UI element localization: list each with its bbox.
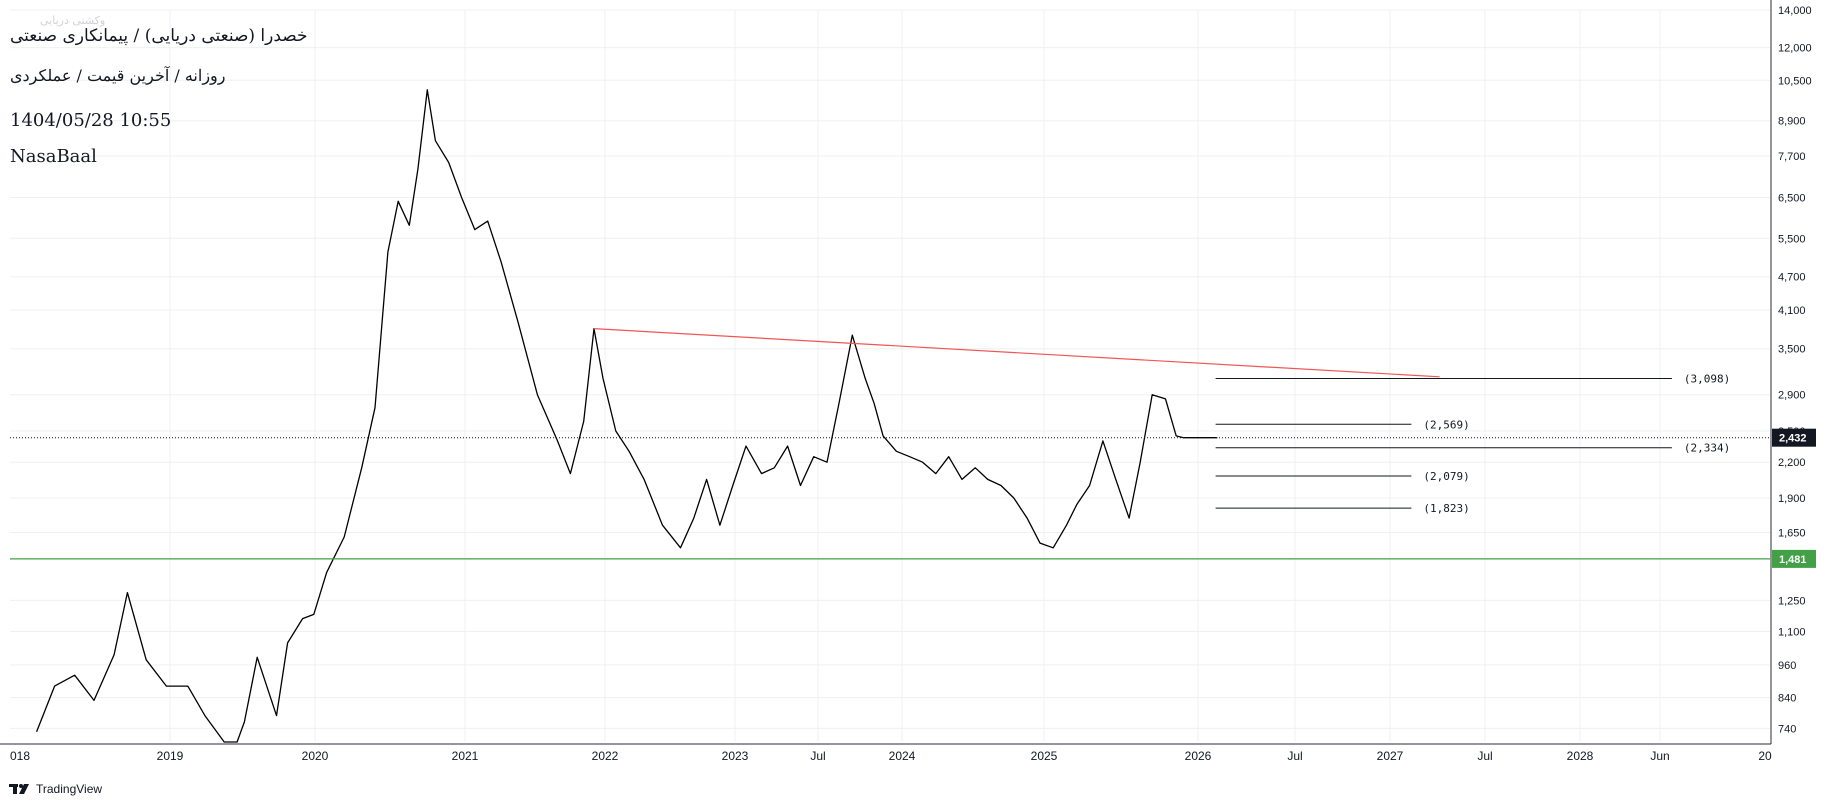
y-tick-label: 8,900 bbox=[1778, 116, 1806, 128]
y-tick-label: 6,500 bbox=[1778, 192, 1806, 204]
x-tick-label: 2025 bbox=[1031, 749, 1058, 763]
snapshot-datetime: 1404/05/28 10:55 bbox=[10, 110, 172, 131]
symbol-title: خصدرا (صنعتی دریایی) / پیمانکاری صنعتی bbox=[10, 26, 308, 46]
price-tag-label: 2,432 bbox=[1779, 433, 1807, 445]
x-tick-label: 018 bbox=[10, 749, 30, 763]
target-level-label: (2,079) bbox=[1423, 470, 1469, 483]
price-series bbox=[35, 89, 1218, 743]
x-tick-label: Jul bbox=[1287, 749, 1302, 763]
symbol-watermark: وکشتی دریایی bbox=[40, 14, 106, 27]
price-tag-label: 1,481 bbox=[1779, 554, 1807, 566]
y-tick-label: 840 bbox=[1778, 692, 1796, 704]
tradingview-logo-icon bbox=[9, 783, 31, 795]
y-tick-label: 10,500 bbox=[1778, 75, 1812, 87]
interval-line: روزانه / آخرین قیمت / عملکردی bbox=[10, 66, 226, 85]
resistance-trendline bbox=[593, 328, 1440, 378]
x-tick-label: 2026 bbox=[1185, 749, 1212, 763]
price-axis[interactable]: 740 840 960 1,100 1,250 1,481 1,650 1,900 2,200 2… bbox=[1770, 0, 1816, 744]
y-tick-label: 1,900 bbox=[1778, 493, 1806, 505]
x-tick-label: 2021 bbox=[452, 749, 479, 763]
author-name: NasaBaal bbox=[10, 146, 97, 167]
y-tick-label: 7,700 bbox=[1778, 151, 1806, 163]
target-level-label: (1,823) bbox=[1423, 502, 1469, 515]
target-level-label: (3,098) bbox=[1684, 373, 1730, 386]
tradingview-label: TradingView bbox=[36, 782, 103, 796]
y-tick-label: 1,250 bbox=[1778, 595, 1806, 607]
x-tick-label: 2024 bbox=[889, 749, 916, 763]
x-tick-label: 20 bbox=[1758, 749, 1772, 763]
x-tick-label: 2020 bbox=[302, 749, 329, 763]
drawing-lines: (3,098) (2,569) (2,334) (2,079) (1,823) bbox=[10, 328, 1770, 560]
time-axis[interactable]: 018 2019 2020 2021 2022 2023 Jul 2024 2025 2026 Ju… bbox=[0, 743, 1772, 763]
y-tick-label: 4,100 bbox=[1778, 305, 1806, 317]
price-tag-bg bbox=[1772, 549, 1816, 568]
y-tick-label: 1,650 bbox=[1778, 527, 1806, 539]
x-tick-label: 2023 bbox=[722, 749, 749, 763]
x-tick-label: 2027 bbox=[1377, 749, 1404, 763]
tradingview-brand[interactable]: TradingView bbox=[9, 782, 102, 796]
y-tick-label: 1,100 bbox=[1778, 627, 1806, 639]
x-tick-label: 2019 bbox=[157, 749, 184, 763]
y-tick-label: 3,500 bbox=[1778, 344, 1806, 356]
y-tick-label: 2,200 bbox=[1778, 457, 1806, 469]
price-line bbox=[35, 89, 1218, 743]
target-level-label: (2,334) bbox=[1684, 442, 1730, 455]
x-tick-label: 2022 bbox=[592, 749, 619, 763]
y-tick-label: 2,900 bbox=[1778, 390, 1806, 402]
y-tick-label: 740 bbox=[1778, 723, 1796, 735]
y-tick-label: 960 bbox=[1778, 660, 1796, 672]
y-tick-label: 5,500 bbox=[1778, 233, 1806, 245]
x-tick-label: Jul bbox=[1477, 749, 1492, 763]
x-tick-label: Jun bbox=[1650, 749, 1669, 763]
y-tick-label: 14,000 bbox=[1778, 5, 1812, 17]
x-tick-label: 2028 bbox=[1567, 749, 1594, 763]
y-tick-label: 4,700 bbox=[1778, 272, 1806, 284]
target-level-label: (2,569) bbox=[1423, 418, 1469, 431]
y-tick-label: 12,000 bbox=[1778, 43, 1812, 55]
x-tick-label: Jul bbox=[810, 749, 825, 763]
price-tag-bg bbox=[1772, 428, 1816, 447]
